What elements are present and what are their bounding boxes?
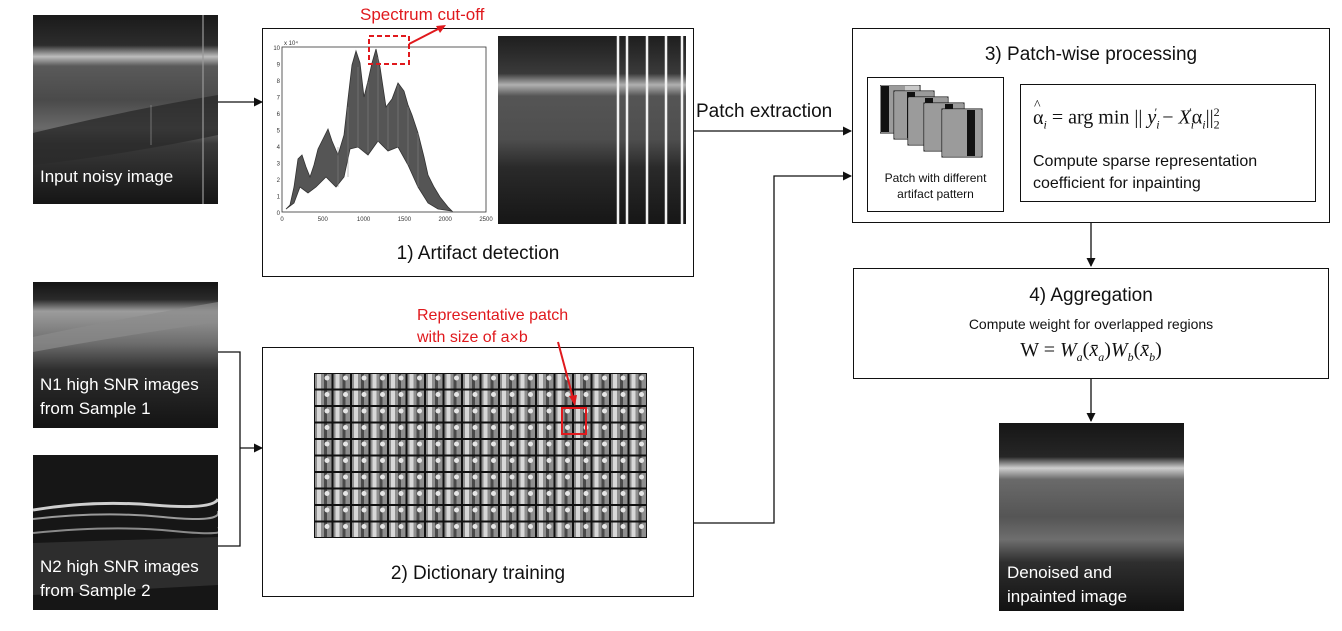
svg-text:7: 7	[277, 96, 281, 102]
patch-extraction-label: Patch extraction	[696, 101, 833, 122]
sample2-caption: N2 high SNR images from Sample 2	[40, 557, 199, 600]
artifact-detection-title: 1) Artifact detection	[396, 243, 560, 264]
sample1-image: N1 high SNR images from Sample 1	[33, 282, 218, 428]
representative-patch-arrow	[557, 341, 577, 406]
artifact-bscan-image	[498, 36, 686, 224]
svg-text:1000: 1000	[357, 217, 371, 223]
dictionary-atoms-grid	[314, 373, 647, 538]
svg-text:1500: 1500	[398, 217, 412, 223]
svg-text:8: 8	[277, 79, 281, 85]
svg-text:4: 4	[277, 145, 281, 151]
svg-text:3: 3	[277, 162, 281, 168]
sample1-caption: N1 high SNR images from Sample 1	[40, 375, 199, 418]
sample2-image: N2 high SNR images from Sample 2	[33, 455, 218, 610]
arrow-samples-to-dictionary	[218, 351, 241, 547]
svg-text:500: 500	[318, 217, 329, 223]
sparse-coding-box	[1020, 84, 1316, 202]
svg-text:9: 9	[277, 63, 281, 69]
svg-text:10: 10	[273, 46, 280, 52]
svg-text:2500: 2500	[479, 217, 493, 223]
spectrum-cutoff-label: Spectrum cut-off	[360, 5, 485, 24]
svg-text:2000: 2000	[439, 217, 453, 223]
spectrum-y-ticks: 10 9 8 7 6 5 4 3 2 1 0	[273, 46, 280, 217]
cutoff-box	[368, 35, 410, 65]
svg-text:0: 0	[277, 211, 281, 217]
denoised-output-image: Denoised and inpainted image	[999, 423, 1184, 611]
sparse-coding-formula: α ^ i = arg min || yi′ − Xi′αi||22	[1033, 97, 1220, 132]
input-noisy-image: Input noisy image	[33, 15, 218, 204]
svg-text:5: 5	[277, 129, 281, 135]
patch-caption: Patch with different artifact pattern	[884, 171, 987, 201]
artifact-patches-stack	[880, 85, 983, 158]
patch-stack-5	[941, 108, 983, 158]
aggregation-subtitle: Compute weight for overlapped regions	[968, 316, 1214, 332]
cutoff-callout	[368, 25, 446, 65]
aggregation-title: 4) Aggregation	[1029, 285, 1153, 306]
aggregation-formula: W = Wa(x̄a)Wb(x̄b)	[1020, 339, 1162, 364]
spectrum-graph: x 10⁴ 10 9 8 7 6 5 4 3 2 1 0 0 500 1000 …	[273, 40, 493, 223]
spectrum-plot: x 10⁴ 10 9 8 7 6 5 4 3 2 1 0 0 500 1000 …	[268, 37, 493, 224]
arrow-dictionary-to-processing	[694, 171, 852, 524]
svg-text:2: 2	[277, 178, 281, 184]
representative-patch-box	[561, 407, 587, 435]
representative-patch-label: Representative patch with size of a×b	[417, 307, 569, 346]
svg-text:1: 1	[277, 195, 281, 201]
output-image-caption: Denoised and inpainted image	[1007, 563, 1128, 606]
aggregation-panel	[853, 268, 1329, 379]
patch-processing-title: 3) Patch-wise processing	[984, 44, 1198, 65]
input-image-caption: Input noisy image	[40, 167, 174, 186]
sparse-coding-description: Compute sparse representation coefficien…	[1033, 153, 1258, 192]
svg-text:0: 0	[280, 217, 284, 223]
spectrum-curve	[285, 48, 454, 212]
spectrum-x-ticks: 0 500 1000 1500 2000 2500	[280, 217, 493, 223]
dictionary-training-title: 2) Dictionary training	[390, 563, 566, 584]
svg-text:6: 6	[277, 112, 281, 118]
spectrum-y-exponent: x 10⁴	[284, 40, 298, 47]
